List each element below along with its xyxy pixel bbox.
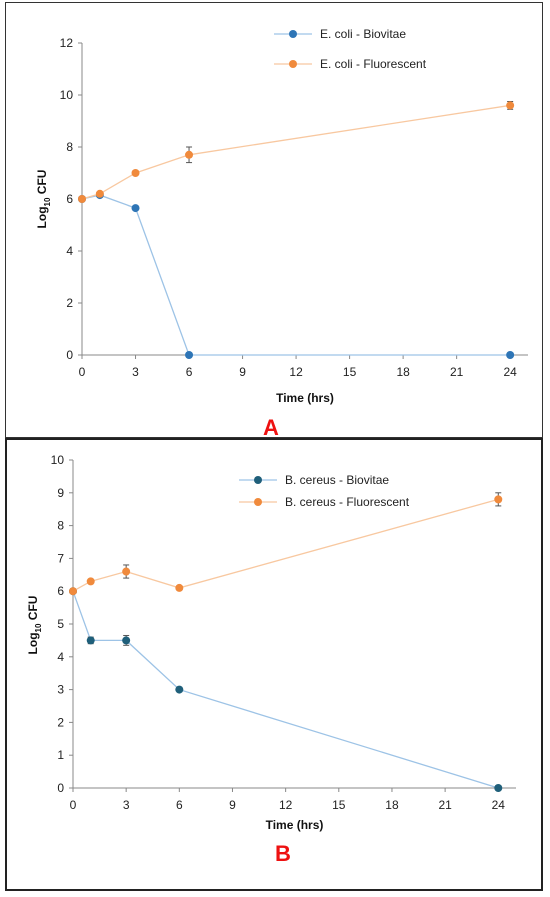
x-tick-label: 6 [176,798,183,812]
y-tick-label: 10 [60,88,74,102]
y-tick-label: 0 [66,348,73,362]
x-tick-label: 21 [450,365,464,379]
x-tick-label: 18 [385,798,399,812]
legend-label-1: E. coli - Biovitae [320,27,406,41]
x-tick-label: 15 [343,365,357,379]
x-tick-label: 0 [70,798,77,812]
legend-label-2: B. cereus - Fluorescent [285,495,410,509]
y-tick-label: 3 [57,683,64,697]
y-axis-title-unit: CFU [35,170,49,198]
y-axis-title-main: Log [26,632,40,654]
y-tick-label: 10 [51,453,65,467]
x-tick-label: 0 [79,365,86,379]
x-tick-label: 21 [438,798,452,812]
x-tick-label: 3 [123,798,130,812]
series-line-1 [72,590,499,789]
data-point-2 [86,577,95,586]
x-tick-label: 3 [132,365,139,379]
data-point-1 [131,204,140,213]
series-line-1 [81,194,511,356]
y-tick-label: 1 [57,748,64,762]
data-point-2 [506,101,515,110]
y-tick-label: 2 [57,715,64,729]
series-line-2 [81,104,511,200]
y-tick-label: 4 [57,650,64,664]
x-tick-label: 12 [289,365,303,379]
y-tick-label: 8 [57,519,64,533]
x-tick-label: 15 [332,798,346,812]
panel-label: A [263,415,279,440]
y-axis-title-main: Log [35,206,49,228]
y-tick-label: 5 [57,617,64,631]
data-point-1 [506,351,515,359]
y-axis-title: Log10 CFU [26,596,43,655]
y-tick-label: 7 [57,551,64,565]
chart-panel-a: 0 2 4 6 8 10 12 0 3 6 9 12 15 18 21 24 Time (hrs) Log10 C… [5,2,543,440]
x-tick-label: 18 [396,365,410,379]
data-point-2 [95,189,104,198]
y-tick-label: 12 [60,36,74,50]
series-line-2 [72,498,499,592]
legend-marker-1 [254,476,262,484]
legend-label-1: B. cereus - Biovitae [285,473,389,487]
legend-label-2: E. coli - Fluorescent [320,57,427,71]
y-tick-label: 0 [57,781,64,795]
legend-marker-1 [289,30,297,38]
x-tick-label: 9 [229,798,236,812]
y-axis-title-subscript: 10 [43,197,52,206]
y-tick-label: 8 [66,140,73,154]
x-tick-label: 24 [503,365,517,379]
x-tick-label: 6 [186,365,193,379]
y-tick-label: 4 [66,244,73,258]
y-tick-label: 9 [57,486,64,500]
data-point-1 [175,685,184,694]
data-point-1 [86,636,95,645]
data-point-2 [175,583,184,592]
data-point-1 [185,351,194,359]
data-point-1 [122,636,131,645]
y-axis-title: Log10 CFU [35,170,52,229]
data-point-2 [494,495,503,504]
data-point-1 [494,784,503,792]
x-tick-label: 24 [492,798,506,812]
legend-marker-2 [289,60,297,68]
x-axis-title: Time (hrs) [276,391,334,405]
y-axis-title-subscript: 10 [34,623,43,632]
chart-panel-b: 0 1 2 3 4 5 6 7 8 9 10 0 3 6 9 12 15 18 21 24 Time (hrs) Log1… [5,438,543,891]
data-point-2 [78,195,86,203]
x-tick-label: 9 [239,365,246,379]
y-tick-label: 6 [57,584,64,598]
y-tick-label: 6 [66,192,73,206]
panel-label: B [275,841,291,866]
x-tick-label: 12 [279,798,293,812]
data-point-2 [122,567,131,576]
x-axis-title: Time (hrs) [266,818,324,832]
legend-marker-2 [254,498,262,506]
data-point-2 [69,587,77,596]
data-point-2 [185,150,194,159]
y-tick-label: 2 [66,296,73,310]
y-axis-title-unit: CFU [26,596,40,624]
data-point-2 [131,169,140,177]
